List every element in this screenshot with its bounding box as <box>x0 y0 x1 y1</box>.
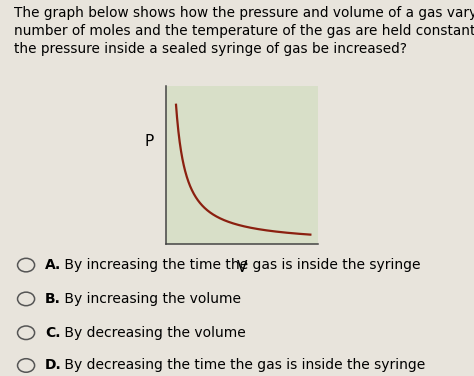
Text: C.: C. <box>45 326 61 340</box>
Text: By decreasing the time the gas is inside the syringe: By decreasing the time the gas is inside… <box>60 358 426 373</box>
Text: By increasing the time the gas is inside the syringe: By increasing the time the gas is inside… <box>60 258 421 272</box>
Text: A.: A. <box>45 258 61 272</box>
Text: The graph below shows how the pressure and volume of a gas vary when the
number : The graph below shows how the pressure a… <box>14 6 474 56</box>
Text: By decreasing the volume: By decreasing the volume <box>60 326 246 340</box>
Text: V: V <box>237 260 247 275</box>
Text: P: P <box>145 134 154 149</box>
Text: By increasing the volume: By increasing the volume <box>60 292 241 306</box>
Text: D.: D. <box>45 358 62 373</box>
Text: B.: B. <box>45 292 61 306</box>
